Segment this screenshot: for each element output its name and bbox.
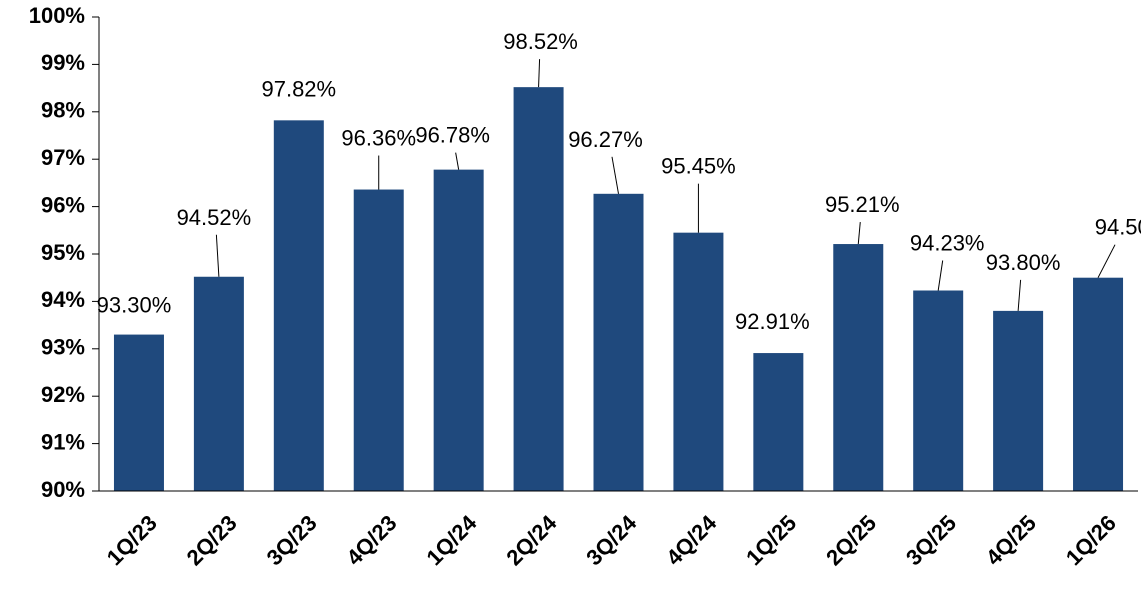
data-label: 95.45% <box>661 154 736 179</box>
x-tick-label: 1Q/23 <box>102 510 162 570</box>
x-tick-label: 2Q/23 <box>182 510 242 570</box>
bar <box>753 353 804 491</box>
x-tick-label: 4Q/24 <box>661 510 722 571</box>
y-tick-label: 93% <box>41 335 85 360</box>
bar <box>593 193 644 491</box>
bars <box>113 87 1124 492</box>
x-tick-label: 1Q/24 <box>421 510 482 571</box>
data-label: 96.27% <box>568 127 643 152</box>
data-label: 96.78% <box>415 123 490 148</box>
data-label: 94.50% <box>1095 215 1141 240</box>
leader-line <box>1017 279 1022 311</box>
bar <box>513 87 564 491</box>
x-tick-label: 3Q/24 <box>581 510 642 571</box>
data-label: 93.80% <box>986 250 1061 275</box>
leader-line <box>937 260 944 291</box>
y-axis: 90% 91% 92% 93% 94% 95% 96% 97% 98% 99% 100% <box>29 3 100 502</box>
x-tick-label: 3Q/25 <box>901 510 961 570</box>
y-tick-label: 90% <box>41 477 85 502</box>
bar <box>993 310 1044 491</box>
y-tick-label: 98% <box>41 98 85 123</box>
y-tick-label: 92% <box>41 382 85 407</box>
leader-line <box>455 152 460 170</box>
data-label: 95.21% <box>825 192 900 217</box>
bar <box>673 232 724 492</box>
y-tick-label: 97% <box>41 145 85 170</box>
x-tick-label: 4Q/25 <box>981 510 1041 570</box>
data-label: 94.52% <box>177 205 252 230</box>
bar <box>273 120 324 491</box>
bar <box>193 276 244 491</box>
leader-line <box>538 59 541 88</box>
label-leader-lines <box>215 59 1116 311</box>
y-tick-label: 94% <box>41 287 85 312</box>
bar <box>113 334 164 491</box>
data-label: 92.91% <box>735 309 810 334</box>
data-label: 97.82% <box>261 76 336 101</box>
y-tick-label: 100% <box>29 3 85 28</box>
y-tick-label: 96% <box>41 192 85 217</box>
bar <box>913 290 964 491</box>
data-label: 96.36% <box>341 126 416 151</box>
bar <box>1073 277 1124 491</box>
x-tick-label: 4Q/23 <box>342 510 402 570</box>
x-tick-label: 2Q/25 <box>821 510 881 570</box>
bar <box>833 244 884 491</box>
data-label: 93.30% <box>97 293 172 318</box>
bar <box>433 169 484 492</box>
leader-line <box>215 234 220 277</box>
y-tick-label: 99% <box>41 50 85 75</box>
x-tick-label: 2Q/24 <box>501 510 562 571</box>
leader-line <box>857 222 861 245</box>
x-tick-label: 1Q/25 <box>741 510 801 570</box>
x-tick-label: 1Q/26 <box>1061 510 1121 570</box>
data-labels: 93.30% 94.52% 97.82%96.36% 96.78% 98.52% 96.2… <box>97 29 1141 334</box>
x-axis: 1Q/23 2Q/23 3Q/23 4Q/23 1Q/24 2Q/24 3Q/24 4Q/24… <box>99 490 1138 571</box>
data-label: 94.23% <box>910 230 985 255</box>
bar <box>353 189 404 491</box>
y-tick-label: 95% <box>41 240 85 265</box>
data-label: 98.52% <box>503 29 578 54</box>
y-tick-label: 91% <box>41 429 85 454</box>
x-tick-label: 3Q/23 <box>262 510 322 570</box>
leader-line <box>1097 244 1116 278</box>
leader-line <box>611 156 619 194</box>
